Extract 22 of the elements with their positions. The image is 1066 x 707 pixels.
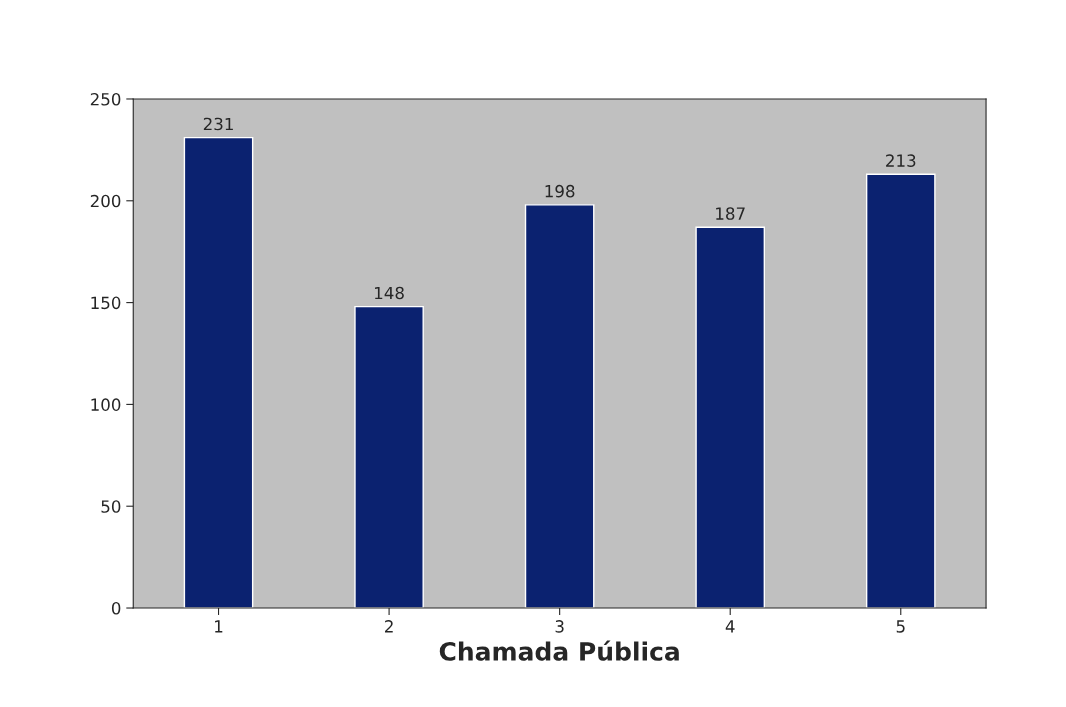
x-tick-label: 3 bbox=[555, 620, 564, 633]
bar bbox=[354, 305, 424, 609]
y-tick-label: 100 bbox=[91, 398, 121, 411]
bar bbox=[865, 173, 936, 609]
bar bbox=[183, 136, 254, 609]
y-tick-label: 50 bbox=[101, 500, 121, 513]
data-label: 231 bbox=[203, 117, 233, 131]
bar bbox=[695, 226, 766, 609]
x-tick-label: 4 bbox=[725, 620, 735, 633]
x-tick-label: 1 bbox=[215, 620, 223, 633]
y-tick-label: 200 bbox=[90, 194, 121, 208]
y-tick-label: 250 bbox=[90, 92, 121, 106]
y-tick-label: 0 bbox=[111, 601, 121, 615]
bar bbox=[524, 204, 595, 609]
data-label: 213 bbox=[886, 154, 916, 167]
x-axis-title: Chamada Pública bbox=[439, 640, 679, 661]
y-tick-label: 150 bbox=[91, 296, 121, 310]
x-tick-label: 5 bbox=[896, 620, 905, 633]
data-label: 198 bbox=[545, 184, 575, 198]
data-label: 148 bbox=[375, 286, 404, 300]
data-label: 187 bbox=[716, 207, 745, 220]
x-tick-label: 2 bbox=[385, 620, 393, 633]
